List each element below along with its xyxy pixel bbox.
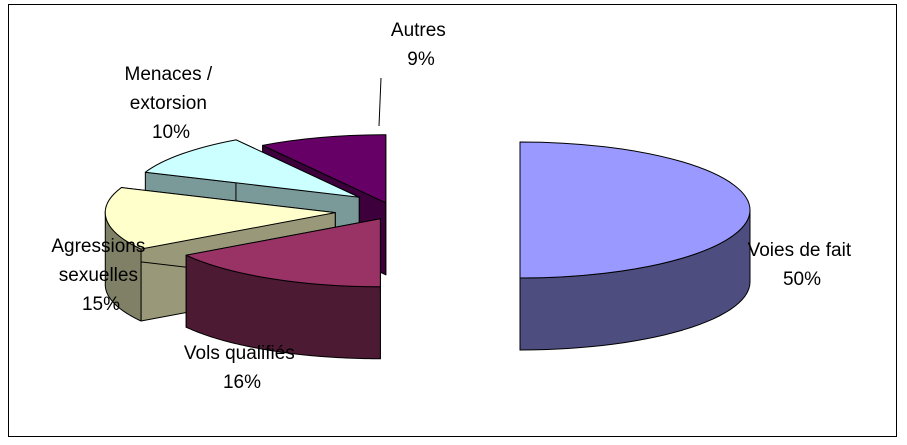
label-vols-qualifies: Vols qualifiés 16% (184, 343, 300, 393)
slice-top-autres (262, 134, 387, 204)
label-menaces-extorsion: Menaces / extorsion 10% (125, 64, 218, 143)
slice-top-menaces-extorsion (144, 139, 360, 198)
slice-vols-qualifi-s (185, 218, 381, 360)
label-autres: Autres 9% (391, 20, 451, 70)
slice-top-vols-qualifi-s (185, 218, 381, 288)
label-voies-de-fait: Voies de fait 50% (748, 240, 857, 290)
label-agressions-sexuelles: Agressions sexuelles 15% (51, 236, 150, 315)
slice-top-agressions-sexuelles (104, 187, 336, 250)
slice-top-voies-de-fait (519, 141, 751, 279)
slice-voies-de-fait (519, 141, 751, 351)
leader-line-autres (378, 77, 382, 127)
